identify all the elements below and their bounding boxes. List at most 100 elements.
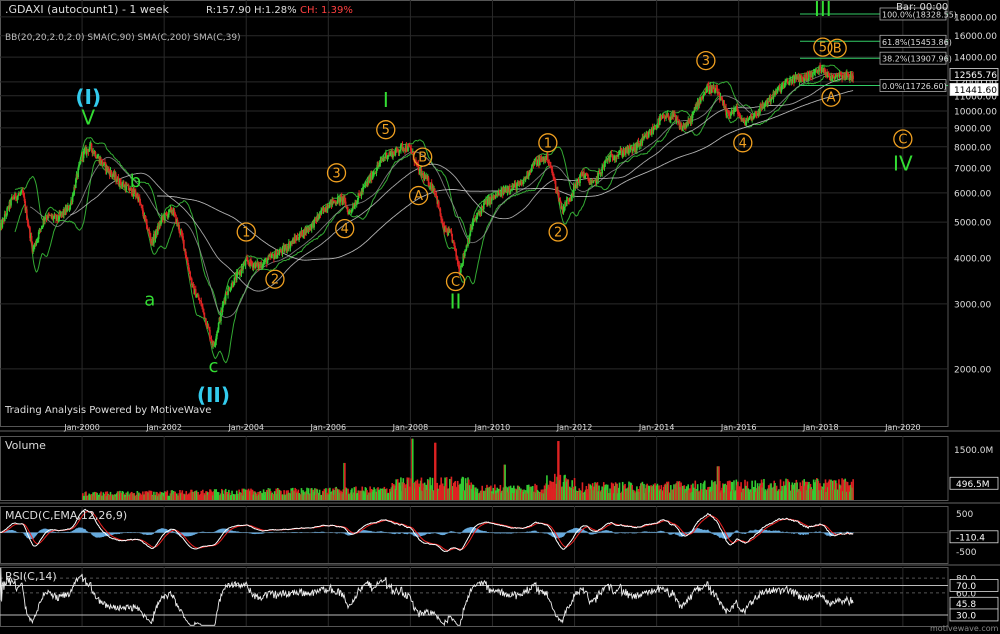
macd-histogram-bar bbox=[788, 532, 791, 534]
candle-body bbox=[184, 248, 187, 255]
candle-body bbox=[621, 150, 623, 156]
candle-body bbox=[846, 72, 849, 75]
candle-body bbox=[289, 244, 292, 248]
candle-body bbox=[797, 75, 799, 77]
candle-body bbox=[250, 263, 253, 265]
wave-circle bbox=[408, 185, 429, 206]
macd-last-box bbox=[949, 530, 999, 544]
candle-body bbox=[78, 163, 81, 165]
candle-body bbox=[806, 73, 809, 81]
price-axis[interactable]: 18000.0016000.0014000.0012000.0011000.00… bbox=[949, 13, 999, 375]
candle-body bbox=[748, 117, 750, 120]
candle-body bbox=[848, 76, 850, 80]
volume-bar bbox=[726, 481, 729, 500]
candle-body bbox=[281, 246, 284, 254]
price-tag-label: 12565.76 bbox=[954, 71, 997, 81]
candle-body bbox=[852, 75, 854, 80]
candle-body bbox=[482, 203, 485, 210]
candle-body bbox=[420, 168, 423, 176]
candle-body bbox=[258, 264, 260, 268]
volume-bar bbox=[434, 442, 437, 500]
candle-body bbox=[328, 207, 330, 209]
time-tick-label: Jan-2014 bbox=[638, 423, 675, 432]
wave-label: I bbox=[383, 88, 389, 112]
volume-bar bbox=[612, 483, 615, 500]
candle-body bbox=[691, 115, 693, 122]
candle-body bbox=[737, 114, 740, 115]
candle-body bbox=[781, 84, 783, 87]
macd-histogram-bar bbox=[86, 531, 89, 533]
candle-body bbox=[3, 214, 6, 222]
candle-body bbox=[217, 322, 220, 330]
candle-body bbox=[789, 79, 791, 82]
candle-body bbox=[233, 277, 236, 285]
price-tick-label: 11000.00 bbox=[954, 92, 997, 102]
volume-bar bbox=[307, 488, 310, 500]
macd-histogram-bar bbox=[173, 532, 176, 533]
candle-body bbox=[788, 81, 791, 85]
candle-body bbox=[278, 252, 281, 255]
candle-body bbox=[170, 207, 173, 213]
candle-body bbox=[655, 125, 658, 129]
candle-body bbox=[662, 115, 665, 117]
volume-bar bbox=[499, 484, 502, 500]
wave-label: V bbox=[81, 106, 95, 130]
credit-text: Trading Analysis Powered by MotiveWave bbox=[4, 405, 211, 416]
candle-body bbox=[763, 106, 765, 108]
candle-body bbox=[134, 191, 137, 196]
candle-body bbox=[548, 162, 551, 164]
time-axis[interactable]: Jan-2000 Jan-2002 Jan-2004 Jan-2006 Jan-2008… bbox=[63, 423, 920, 432]
candle-body bbox=[587, 178, 590, 182]
candle-body bbox=[452, 240, 455, 243]
macd-panel[interactable]: 500 -500 -110.4 bbox=[0, 508, 999, 558]
candle-body bbox=[510, 189, 513, 191]
candle-body bbox=[415, 161, 418, 164]
candle-body bbox=[272, 254, 274, 256]
candle-body bbox=[530, 171, 532, 172]
candle-body bbox=[139, 202, 142, 205]
candle-body bbox=[531, 164, 533, 172]
wave-label: b bbox=[130, 171, 141, 192]
fib-level-box bbox=[879, 34, 947, 48]
candle-body bbox=[619, 149, 622, 153]
candle-body bbox=[29, 227, 31, 239]
volume-last-box bbox=[949, 476, 999, 490]
wave-label: 2 bbox=[554, 225, 562, 240]
macd-histogram-bar bbox=[807, 532, 809, 535]
candle-body bbox=[494, 194, 497, 198]
candle-body bbox=[56, 214, 59, 220]
candle-body bbox=[20, 189, 23, 193]
candle-body bbox=[74, 179, 77, 188]
candle-body bbox=[79, 160, 82, 164]
candle-body bbox=[6, 208, 8, 215]
macd-histogram-bar bbox=[595, 532, 597, 534]
volume-bar bbox=[449, 479, 451, 500]
candle-body bbox=[698, 99, 701, 106]
candle-body bbox=[5, 214, 8, 216]
candle-body bbox=[512, 186, 515, 189]
candle-body bbox=[770, 99, 772, 102]
volume-panel[interactable]: 1500.0M 496.5M bbox=[82, 438, 999, 500]
candle-body bbox=[673, 113, 676, 116]
candle-body bbox=[57, 219, 60, 221]
candle-body bbox=[41, 225, 44, 227]
volume-bar bbox=[181, 490, 184, 500]
candle-body bbox=[554, 178, 556, 181]
candle-body bbox=[222, 302, 225, 305]
candle-body bbox=[376, 164, 379, 171]
candle-body bbox=[551, 170, 554, 175]
rsi-panel[interactable]: 80.060.070.045.830.0 bbox=[0, 567, 999, 627]
candle-body bbox=[186, 258, 188, 261]
fib-level-label: 100.0%(18328.55) bbox=[882, 10, 957, 19]
candle-body bbox=[793, 76, 796, 83]
candle-body bbox=[606, 158, 609, 161]
candle-body bbox=[302, 235, 304, 237]
candle-body bbox=[557, 190, 559, 193]
volume-bar bbox=[327, 488, 330, 500]
candle-body bbox=[629, 148, 632, 149]
candle-body bbox=[290, 242, 293, 245]
macd-histogram-bar bbox=[459, 532, 461, 534]
volume-bar bbox=[557, 441, 560, 500]
macd-histogram-bar bbox=[338, 532, 341, 534]
